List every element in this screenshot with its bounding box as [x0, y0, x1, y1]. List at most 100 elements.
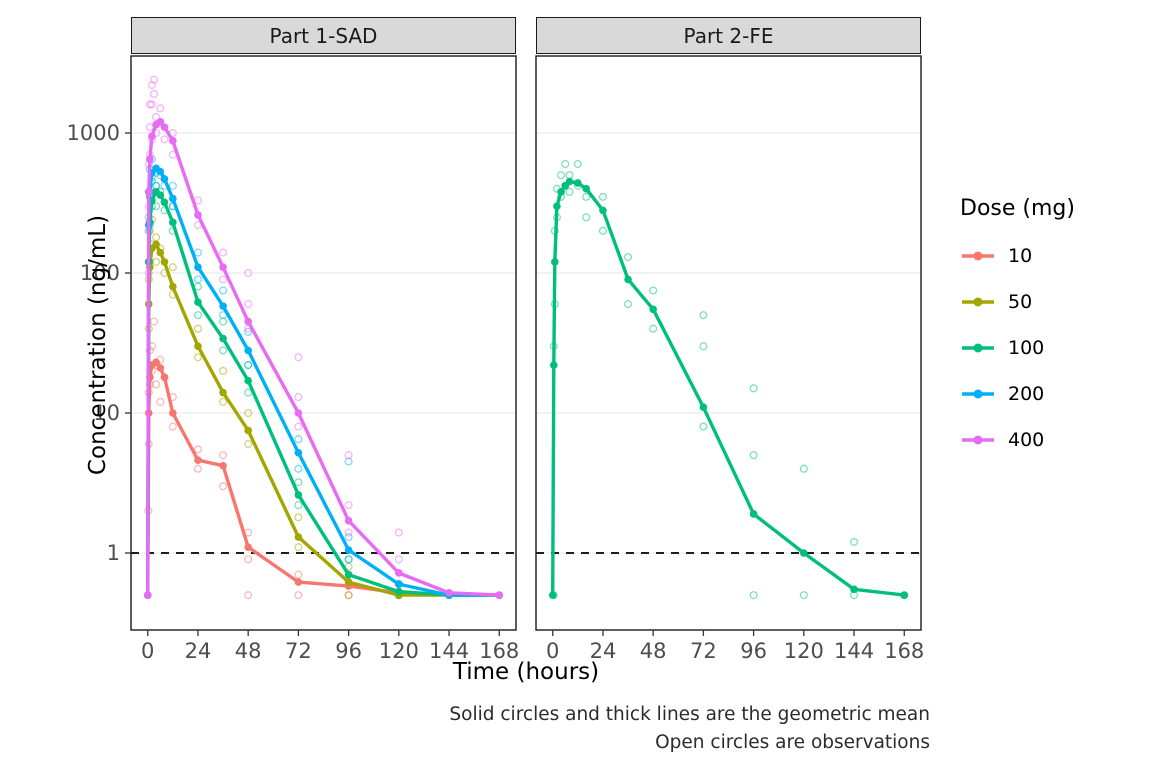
geometric-mean-point-dose-50	[156, 248, 165, 257]
panel-border	[535, 55, 922, 631]
x-tick-label: 24	[185, 639, 212, 663]
observation-point-dose-100	[561, 160, 570, 169]
panel-2: 0 24 48 72 96 120 144 168	[535, 55, 924, 663]
observation-point-dose-10	[193, 445, 203, 454]
y-tick-label: 100	[80, 261, 120, 285]
x-tick-label: 96	[335, 639, 362, 663]
observation-point-dose-400	[152, 112, 161, 122]
geometric-mean-point-dose-50	[244, 426, 252, 435]
observation-point-dose-100	[557, 171, 566, 180]
geometric-mean-point-dose-50	[344, 578, 353, 586]
geometric-mean-point-dose-400	[194, 211, 202, 219]
observation-point-dose-100	[598, 192, 608, 201]
geometric-mean-point-dose-400	[148, 132, 156, 140]
geometric-mean-point-dose-200	[156, 167, 165, 176]
geometric-mean-point-dose-100	[850, 585, 858, 594]
legend-entry-label: 400	[1008, 429, 1045, 451]
panel-background	[536, 56, 921, 630]
observation-point-dose-200	[219, 286, 228, 295]
legend-key-icon	[962, 435, 994, 445]
geometric-mean-point-dose-400	[294, 409, 303, 417]
geometric-mean-point-dose-10	[156, 364, 165, 372]
geometric-mean-point-dose-100	[574, 179, 582, 187]
observation-point-dose-400	[344, 501, 353, 510]
observation-point-dose-400	[149, 89, 159, 99]
x-tick-label: 168	[884, 639, 924, 663]
observation-point-dose-200	[244, 327, 253, 336]
y-tick-label: 10	[93, 401, 120, 425]
observation-point-dose-200	[168, 181, 177, 190]
observation-point-dose-50	[219, 397, 228, 406]
legend-entry-100: 100	[960, 337, 1150, 359]
geometric-mean-point-dose-400	[160, 123, 169, 132]
geometric-mean-point-dose-100	[294, 491, 303, 499]
geometric-mean-point-dose-100	[156, 191, 165, 199]
observation-point-dose-50	[244, 440, 253, 449]
observation-point-dose-10	[244, 555, 253, 564]
observation-point-dose-400	[394, 555, 403, 564]
geometric-mean-point-dose-50	[160, 258, 169, 266]
observation-point-dose-400	[344, 528, 353, 537]
observation-point-dose-100	[849, 537, 859, 546]
observation-point-dose-400	[147, 100, 156, 109]
x-tick-label: 72	[285, 639, 312, 663]
geometric-mean-point-dose-50	[169, 282, 177, 291]
observation-point-dose-100	[294, 478, 303, 487]
observation-point-dose-400	[294, 392, 303, 402]
panel-1: 0 24 48 72 96 120 144 168 1 10 100 1000	[67, 55, 519, 663]
observation-point-dose-100	[219, 346, 228, 355]
geometric-mean-point-dose-50	[152, 240, 160, 249]
geometric-mean-point-dose-200	[169, 194, 177, 203]
legend-key-icon	[962, 389, 994, 399]
geometric-mean-point-dose-50	[219, 388, 227, 397]
observation-point-dose-200	[344, 555, 353, 564]
geometric-mean-point-dose-200	[194, 263, 202, 272]
legend-key-icon	[962, 251, 994, 261]
facet-strip-part2-fe: Part 2-FE	[536, 17, 921, 54]
observation-point-dose-100	[565, 187, 574, 196]
observation-point-dose-400	[244, 300, 253, 309]
observation-point-dose-200	[344, 532, 353, 542]
geometric-mean-point-dose-200	[294, 448, 303, 457]
x-tick-label: 120	[784, 639, 824, 663]
observation-point-dose-400	[294, 422, 303, 431]
observation-point-dose-100	[624, 252, 633, 262]
geometric-mean-point-dose-100	[699, 403, 708, 412]
observation-point-dose-400	[244, 268, 253, 278]
y-tick-label: 1	[107, 541, 120, 565]
geometric-mean-point-dose-400	[344, 516, 353, 525]
observation-point-dose-100	[749, 384, 758, 393]
geometric-mean-point-dose-400	[143, 591, 152, 599]
legend-entry-200: 200	[960, 383, 1150, 405]
geometric-mean-point-dose-100	[800, 549, 808, 557]
geometric-mean-point-dose-400	[219, 263, 227, 272]
x-tick-label: 120	[379, 639, 419, 663]
geometric-mean-point-dose-10	[294, 578, 303, 586]
observation-point-dose-10	[156, 397, 165, 406]
geometric-mean-point-dose-100	[244, 376, 252, 385]
geometric-mean-point-dose-10	[219, 461, 227, 470]
geometric-mean-point-dose-100	[599, 206, 607, 215]
legend-key-icon	[962, 297, 994, 307]
geometric-mean-line-dose-200	[146, 166, 501, 597]
observation-point-dose-100	[749, 451, 758, 460]
observation-point-dose-100	[699, 422, 708, 431]
geometric-mean-point-dose-100	[553, 202, 561, 211]
observation-point-dose-50	[193, 353, 203, 362]
observation-point-dose-200	[193, 275, 203, 284]
geometric-mean-point-dose-100	[160, 198, 169, 207]
legend-entry-label: 10	[1008, 245, 1033, 267]
x-tick-label: 144	[429, 639, 469, 663]
facet-strip-label: Part 2-FE	[683, 23, 774, 48]
geometric-mean-point-dose-400	[169, 136, 177, 145]
geometric-mean-point-dose-100	[624, 275, 632, 284]
observation-point-dose-100	[582, 192, 591, 201]
geometric-mean-point-dose-100	[551, 258, 559, 266]
geometric-mean-point-dose-400	[244, 317, 252, 326]
observation-point-dose-100	[699, 311, 708, 320]
observation-point-dose-100	[749, 591, 758, 600]
observation-point-dose-10	[294, 591, 303, 600]
observation-point-dose-100	[582, 213, 591, 222]
